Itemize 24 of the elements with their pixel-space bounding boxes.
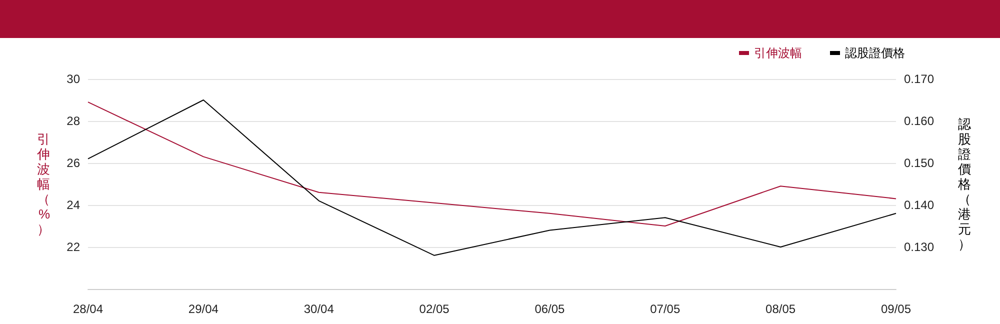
x-tick-label: 09/05: [880, 302, 912, 316]
x-tick-label: 08/05: [766, 302, 796, 316]
y-tick-label: 26: [66, 156, 80, 170]
y-tick-label: 24: [66, 198, 80, 212]
x-tick-label: 30/04: [304, 302, 334, 316]
y-tick-label: 22: [66, 240, 80, 254]
y-axis-title: 引伸波幅（%）: [36, 132, 50, 236]
y-tick-label: 30: [66, 72, 80, 86]
y2-tick-label: 0.150: [904, 156, 934, 170]
y-tick-label: 28: [66, 114, 80, 128]
x-tick-label: 28/04: [72, 302, 104, 316]
text: 認股證價格（港元）: [958, 116, 971, 252]
x-tick-label: 07/05: [650, 302, 680, 316]
x-tick-label: 02/05: [419, 302, 450, 316]
line-series: [88, 102, 896, 226]
y2-tick-label: 0.170: [904, 72, 934, 86]
line-series: [88, 100, 896, 256]
y2-tick-label: 0.130: [904, 240, 934, 254]
x-tick-label: 29/04: [188, 302, 219, 316]
legend-label: 引伸波幅: [754, 46, 802, 60]
legend-label: 認股證價格: [845, 46, 905, 60]
x-tick-label: 06/05: [534, 302, 566, 316]
y2-tick-label: 0.160: [904, 114, 934, 128]
y2-tick-label: 0.140: [904, 198, 934, 212]
